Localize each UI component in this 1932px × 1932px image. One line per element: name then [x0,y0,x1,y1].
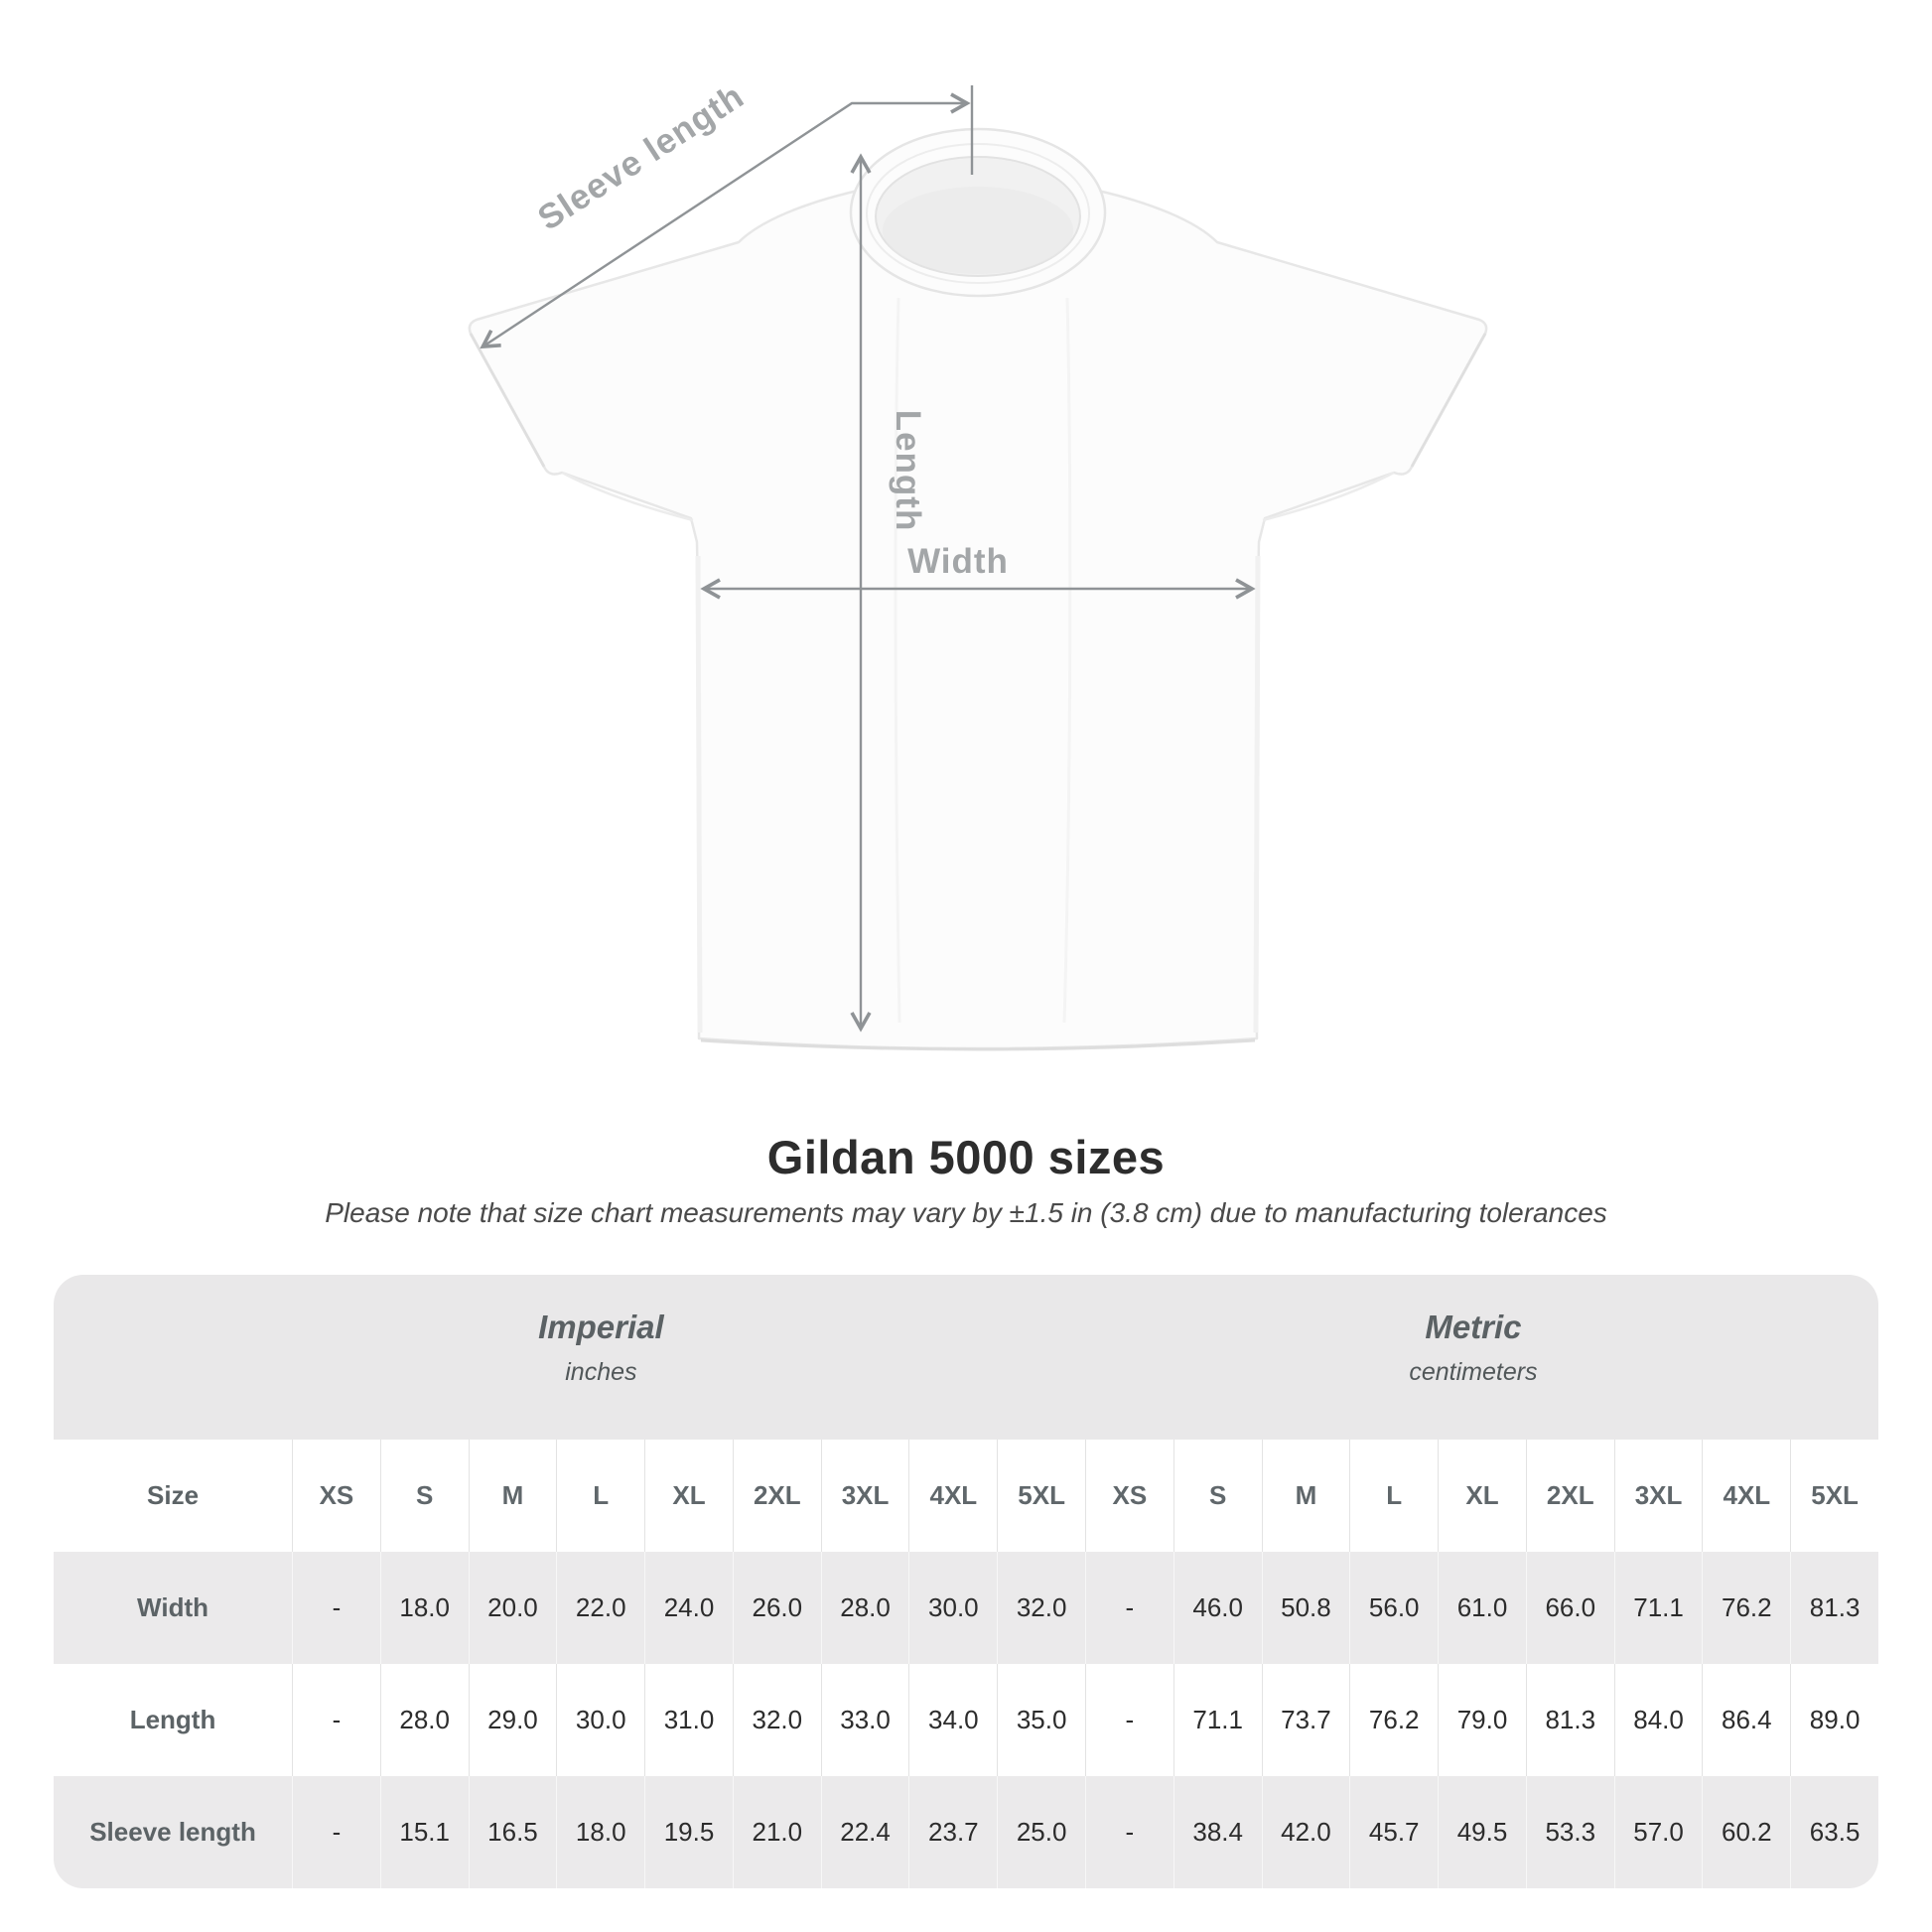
size-col-header: S [1173,1440,1262,1552]
value-cell: 21.0 [732,1776,821,1888]
value-cell: - [1085,1776,1173,1888]
metric-header: Metric centimeters [1225,1275,1722,1440]
size-col-header: M [1261,1440,1350,1552]
value-cell: 60.2 [1702,1776,1791,1888]
length-label: Length [889,410,927,532]
size-col-header: 3XL [820,1440,909,1552]
value-cell: - [1085,1664,1173,1776]
value-cell: 71.1 [1613,1552,1703,1664]
value-cell: 63.5 [1790,1776,1878,1888]
size-col-header: 4XL [1702,1440,1791,1552]
value-cell: 30.0 [908,1552,998,1664]
value-cell: 84.0 [1613,1664,1703,1776]
size-col-header: 2XL [732,1440,821,1552]
size-col-header: XS [1085,1440,1173,1552]
row-label: Length [54,1664,293,1776]
value-cell: 22.0 [556,1552,645,1664]
page-title: Gildan 5000 sizes [766,1131,1166,1183]
size-col-header: 2XL [1525,1440,1614,1552]
value-cell: 81.3 [1790,1552,1878,1664]
value-cell: 76.2 [1349,1664,1439,1776]
value-cell: 28.0 [379,1664,469,1776]
size-col-header: 5XL [1790,1440,1878,1552]
size-col-header: L [1349,1440,1439,1552]
size-col-header: XL [1438,1440,1526,1552]
value-cell: 81.3 [1525,1664,1614,1776]
value-cell: 32.0 [732,1664,821,1776]
value-cell: 61.0 [1438,1552,1526,1664]
value-cell: 73.7 [1261,1664,1350,1776]
imperial-subtitle: inches [565,1358,637,1386]
value-cell: 24.0 [644,1552,733,1664]
value-cell: 42.0 [1261,1776,1350,1888]
sleeve-length-label: Sleeve length [531,76,751,238]
value-cell: 18.0 [556,1776,645,1888]
size-col-header: XL [644,1440,733,1552]
tshirt-diagram: Sleeve length Length Width [468,76,1488,1051]
value-cell: 76.2 [1702,1552,1791,1664]
size-col-header: S [379,1440,469,1552]
measurement-annotations [480,85,1256,1033]
value-cell: 31.0 [644,1664,733,1776]
value-cell: 34.0 [908,1664,998,1776]
value-cell: 23.7 [908,1776,998,1888]
size-col-header: 3XL [1613,1440,1703,1552]
size-row-label: Size [54,1440,293,1552]
unit-header-band: Imperial inches Metric centimeters [54,1275,1878,1440]
value-cell: - [1085,1552,1173,1664]
value-cell: 53.3 [1525,1776,1614,1888]
value-cell: 33.0 [820,1664,909,1776]
size-col-header: 4XL [908,1440,998,1552]
row-label: Width [54,1552,293,1664]
value-cell: 50.8 [1261,1552,1350,1664]
value-cell: 18.0 [379,1552,469,1664]
imperial-title: Imperial [538,1309,664,1345]
value-cell: 19.5 [644,1776,733,1888]
value-cell: 35.0 [997,1664,1085,1776]
value-cell: 32.0 [997,1552,1085,1664]
value-cell: 49.5 [1438,1776,1526,1888]
value-cell: - [292,1776,380,1888]
value-cell: - [292,1664,380,1776]
value-cell: 38.4 [1173,1776,1262,1888]
sleeve-length-arrow [480,92,971,349]
value-cell: 56.0 [1349,1552,1439,1664]
size-table: Imperial inches Metric centimeters Size X… [54,1275,1878,1888]
value-cell: 25.0 [997,1776,1085,1888]
metric-title: Metric [1425,1309,1522,1345]
imperial-header: Imperial inches [352,1275,849,1440]
value-cell: 16.5 [468,1776,557,1888]
value-cell: 89.0 [1790,1664,1878,1776]
value-cell: 79.0 [1438,1664,1526,1776]
size-grid: Size XS S M L XL 2XL 3XL 4XL 5XL XS S M L XL 2XL 3XL 4XL 5… [54,1440,1878,1888]
value-cell: 30.0 [556,1664,645,1776]
value-cell: 20.0 [468,1552,557,1664]
size-col-header: M [468,1440,557,1552]
value-cell: 86.4 [1702,1664,1791,1776]
width-label: Width [907,542,1009,581]
value-cell: 22.4 [820,1776,909,1888]
tshirt-svg: Sleeve length Length Width [468,76,1488,1051]
value-cell: 66.0 [1525,1552,1614,1664]
row-label: Sleeve length [54,1776,293,1888]
value-cell: 26.0 [732,1552,821,1664]
size-col-header: XS [292,1440,380,1552]
value-cell: 29.0 [468,1664,557,1776]
size-col-header: L [556,1440,645,1552]
metric-subtitle: centimeters [1409,1358,1538,1386]
value-cell: 71.1 [1173,1664,1262,1776]
value-cell: 45.7 [1349,1776,1439,1888]
size-col-header: 5XL [997,1440,1085,1552]
value-cell: - [292,1552,380,1664]
value-cell: 28.0 [820,1552,909,1664]
value-cell: 46.0 [1173,1552,1262,1664]
value-cell: 15.1 [379,1776,469,1888]
page-subtitle: Please note that size chart measurements… [325,1197,1607,1228]
value-cell: 57.0 [1613,1776,1703,1888]
